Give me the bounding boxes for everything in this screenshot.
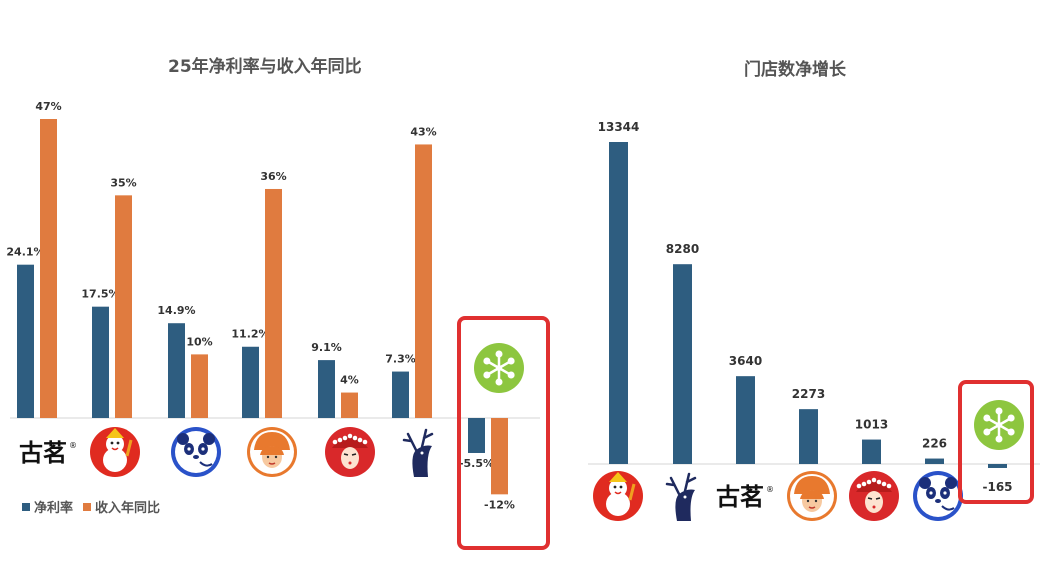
古茗-brand-logo: 古茗 ® — [19, 439, 77, 467]
revenue-yoy-label-2: 10% — [186, 335, 212, 348]
green-brand-logo — [974, 400, 1024, 450]
gm-brand-text: 古茗 — [716, 483, 764, 511]
net-margin-bar-1 — [92, 306, 109, 418]
store-growth-label-6: -165 — [982, 480, 1012, 494]
opera-brand-logo — [325, 427, 375, 477]
store-growth-label-2: 3640 — [729, 354, 762, 368]
store-growth-bar-4 — [862, 439, 881, 464]
revenue-yoy-bar-2 — [191, 354, 208, 418]
mixue-brand-logo — [593, 471, 643, 521]
revenue-yoy-bar-5 — [415, 144, 432, 418]
right-bar-chart: 13344 8280 3640 2273 1013 226 -165 古茗 ® — [588, 120, 1040, 521]
net-margin-label-1: 17.5% — [81, 288, 119, 301]
net-margin-bar-5 — [392, 371, 409, 418]
store-growth-bar-3 — [799, 409, 818, 464]
mixue-brand-logo — [90, 427, 140, 477]
store-growth-label-3: 2273 — [792, 387, 825, 401]
legend-net-margin: 净利率 — [22, 497, 73, 516]
revenue-yoy-label-5: 43% — [410, 125, 436, 138]
green-brand-logo — [474, 343, 524, 393]
panda-brand-logo — [913, 471, 963, 521]
net-margin-bar-4 — [318, 360, 335, 418]
古茗-brand-logo: 古茗 ® — [716, 483, 774, 511]
gm-brand-text: 古茗 — [19, 439, 67, 467]
legend-swatch-revenue-yoy — [83, 502, 92, 511]
deer-brand-logo — [402, 428, 434, 477]
net-margin-label-3: 11.2% — [231, 328, 269, 341]
revenue-yoy-label-3: 36% — [260, 170, 286, 183]
deer-brand-logo — [665, 472, 697, 521]
legend-revenue-yoy: 收入年同比 — [83, 497, 160, 516]
revenue-yoy-label-1: 35% — [110, 176, 136, 189]
store-growth-label-1: 8280 — [666, 242, 699, 256]
net-margin-label-0: 24.1% — [6, 246, 44, 259]
girl-brand-logo — [247, 427, 297, 477]
revenue-yoy-bar-4 — [341, 392, 358, 418]
gm-registered-mark: ® — [69, 441, 77, 450]
store-growth-label-5: 226 — [922, 437, 947, 451]
left-chart-legend: 净利率 收入年同比 — [22, 497, 160, 516]
revenue-yoy-bar-0 — [40, 119, 57, 418]
right-highlight-box — [958, 380, 1034, 504]
store-growth-label-4: 1013 — [855, 418, 888, 432]
net-margin-bar-6 — [468, 418, 485, 453]
left-bar-chart: 24.1% 47% 17.5% 35% 14.9% 10% 11.2% 36% 9.1% 4% 7.… — [6, 100, 540, 511]
legend-label-net-margin: 净利率 — [34, 501, 74, 516]
net-margin-bar-0 — [17, 264, 34, 418]
store-growth-bar-1 — [673, 264, 692, 464]
gm-registered-mark: ® — [766, 485, 774, 494]
store-growth-bar-6 — [988, 464, 1007, 468]
net-margin-bar-2 — [168, 323, 185, 418]
girl-brand-logo — [787, 471, 837, 521]
revenue-yoy-label-4: 4% — [340, 374, 359, 387]
revenue-yoy-bar-6 — [491, 418, 508, 495]
net-margin-label-6: -5.5% — [459, 457, 494, 470]
left-highlight-box — [457, 316, 550, 550]
legend-label-revenue-yoy: 收入年同比 — [95, 501, 161, 516]
store-growth-label-0: 13344 — [598, 120, 640, 134]
store-growth-bar-0 — [609, 142, 628, 464]
right-chart-title: 门店数净增长 — [744, 60, 846, 80]
revenue-yoy-label-0: 47% — [35, 100, 61, 113]
revenue-yoy-label-6: -12% — [484, 498, 515, 511]
store-growth-bar-5 — [925, 458, 944, 464]
revenue-yoy-bar-1 — [115, 195, 132, 418]
legend-swatch-net-margin — [22, 502, 30, 511]
store-growth-bar-2 — [736, 376, 755, 464]
left-chart-title: 25年净利率与收入年同比 — [168, 57, 362, 77]
panda-brand-logo — [171, 427, 221, 477]
opera-brand-logo — [849, 471, 899, 521]
net-margin-label-4: 9.1% — [311, 341, 342, 354]
net-margin-label-2: 14.9% — [157, 304, 195, 317]
net-margin-label-5: 7.3% — [385, 353, 416, 366]
revenue-yoy-bar-3 — [265, 188, 282, 418]
net-margin-bar-3 — [242, 346, 259, 418]
